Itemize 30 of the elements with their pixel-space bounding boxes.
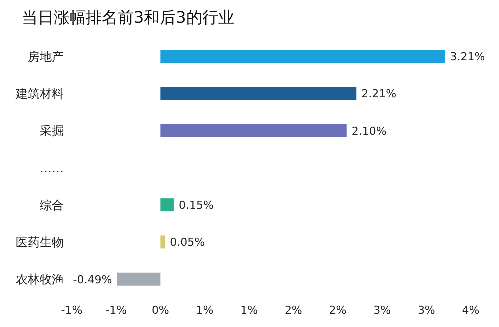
data-label: -0.49%: [73, 273, 112, 286]
bar: [160, 87, 357, 100]
y-tick-label: 农林牧渔: [16, 272, 64, 287]
x-tick-label: 3%: [418, 304, 436, 317]
data-label: 2.21%: [362, 88, 397, 101]
data-label: 0.15%: [178, 199, 214, 212]
bar: [160, 198, 174, 212]
data-label: 0.05%: [170, 236, 206, 250]
y-tick-label: 医药生物: [16, 236, 64, 250]
bar: [160, 50, 446, 63]
y-tick-label: 建筑材料: [15, 86, 64, 101]
x-tick-label: 2%: [284, 304, 302, 317]
chart-title: 当日涨幅排名前3和后3的行业: [22, 8, 234, 29]
x-tick-label: 1%: [240, 304, 258, 317]
y-tick-label: 采掘: [40, 124, 64, 138]
y-tick-label: 房地产: [28, 50, 64, 64]
x-tick-label: 1%: [196, 304, 214, 317]
x-tick-label: 4%: [462, 304, 480, 317]
bar: [117, 272, 161, 286]
x-tick-label: 0%: [152, 304, 170, 317]
bar: [160, 236, 166, 249]
data-label: 2.10%: [352, 124, 387, 138]
x-tick-label: 2%: [329, 304, 347, 317]
y-tick-label: 综合: [40, 198, 64, 212]
data-label: 3.21%: [450, 50, 486, 64]
y-tick-label: ……: [40, 161, 64, 176]
x-tick-label: -1%: [61, 304, 83, 317]
x-tick-label: -1%: [106, 304, 128, 317]
bar: [160, 124, 347, 138]
x-tick-label: 3%: [374, 304, 392, 317]
